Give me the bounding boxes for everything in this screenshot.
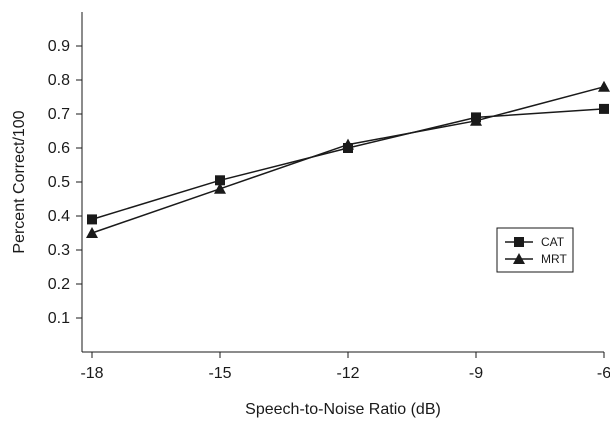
series-line (91, 86, 605, 234)
y-axis-title: Percent Correct/100 (11, 110, 28, 253)
x-tick-label: -18 (80, 365, 103, 382)
legend-item-mrt: MRT (505, 252, 567, 266)
legend-box (496, 227, 574, 273)
series-cat (87, 103, 609, 225)
axes (81, 12, 604, 353)
legend-marker (514, 237, 524, 247)
y-tick-label: 0.6 (48, 140, 70, 157)
x-ticks: -18 -15 -12 -9 -6 (80, 352, 610, 382)
x-axis-title: Speech-to-Noise Ratio (dB) (245, 401, 441, 418)
data-point (599, 103, 609, 114)
y-tick-label: 0.5 (48, 174, 70, 191)
data-point (86, 227, 98, 238)
y-tick-label: 0.7 (48, 106, 70, 123)
legend-marker (513, 253, 525, 264)
legend: CAT MRT (496, 227, 574, 273)
legend-label: CAT (541, 235, 565, 249)
x-tick-label: -6 (597, 365, 610, 382)
legend-label: MRT (541, 252, 567, 266)
data-point (342, 138, 354, 150)
y-tick-label: 0.9 (48, 38, 70, 55)
y-ticks: 0.1 0.2 0.3 0.4 0.5 0.6 0.7 0.8 0.9 (48, 38, 82, 327)
x-tick-label: -15 (208, 365, 231, 382)
data-point (214, 182, 226, 194)
x-tick-label: -12 (336, 365, 359, 382)
data-point (215, 175, 225, 186)
y-tick-label: 0.4 (48, 208, 70, 225)
data-point (598, 80, 610, 92)
data-point (87, 214, 97, 225)
y-tick-label: 0.1 (48, 310, 70, 327)
series-line (91, 108, 605, 221)
series-group (86, 80, 610, 238)
x-tick-label: -9 (469, 365, 483, 382)
legend-item-cat: CAT (505, 235, 565, 249)
y-tick-label: 0.8 (48, 72, 70, 89)
y-tick-label: 0.3 (48, 242, 70, 259)
series-mrt (86, 80, 610, 238)
y-tick-label: 0.2 (48, 276, 70, 293)
data-point (470, 114, 482, 126)
